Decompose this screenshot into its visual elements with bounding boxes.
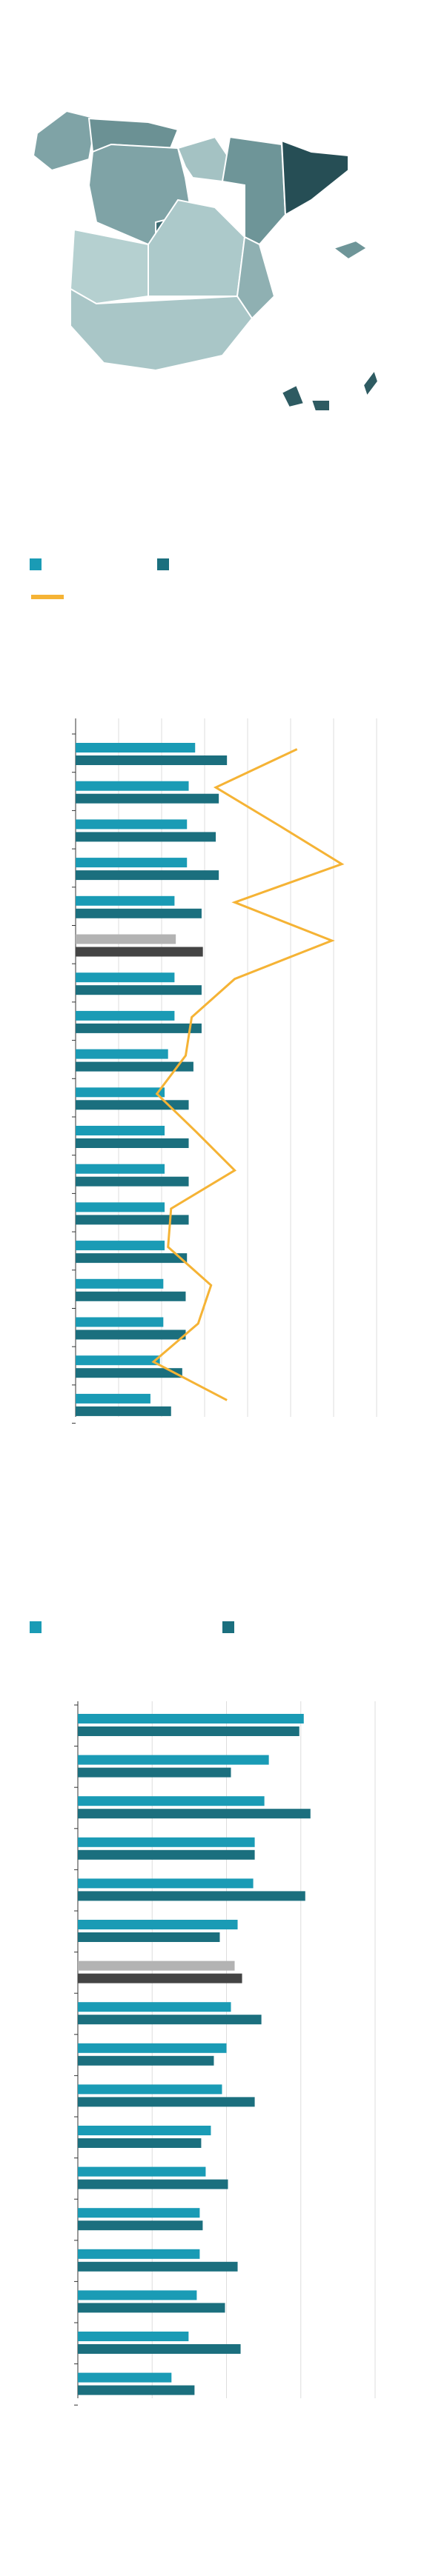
bar — [76, 1087, 165, 1098]
bar — [78, 2303, 225, 2313]
bar — [78, 1920, 238, 1929]
bar — [78, 2372, 172, 2383]
bar — [76, 1329, 186, 1340]
region — [236, 236, 276, 320]
bar — [78, 1849, 255, 1860]
bar — [78, 1714, 304, 1724]
bar — [78, 2179, 228, 2189]
bar — [78, 2208, 200, 2218]
line — [151, 748, 345, 1401]
bar — [78, 1726, 299, 1736]
legend-swatch — [222, 1621, 234, 1633]
bar — [76, 1023, 202, 1033]
bar — [78, 1837, 255, 1847]
bar — [76, 1061, 193, 1072]
bar — [76, 819, 188, 830]
bar — [76, 1176, 189, 1187]
bar — [78, 1932, 220, 1942]
bar — [76, 1126, 165, 1135]
bar — [76, 1368, 182, 1378]
bar — [76, 934, 176, 944]
bar — [76, 1291, 186, 1301]
bar — [76, 1049, 168, 1059]
bar — [78, 1767, 231, 1778]
bar — [76, 1406, 171, 1416]
bar — [78, 2332, 189, 2341]
legend-swatch — [30, 1621, 42, 1633]
region — [32, 110, 98, 172]
bar — [76, 1138, 189, 1148]
bar — [76, 1355, 160, 1366]
bar — [76, 1010, 175, 1021]
islands — [362, 368, 380, 398]
bar — [76, 947, 203, 957]
bar — [78, 1796, 265, 1806]
bar — [78, 1809, 311, 1819]
bar — [76, 1317, 164, 1327]
region — [280, 139, 349, 216]
bar — [78, 2385, 195, 2395]
bar — [76, 781, 189, 791]
bar — [78, 2097, 255, 2107]
bar — [78, 2166, 206, 2177]
bar — [78, 2344, 241, 2354]
legend-swatch — [30, 558, 42, 570]
bar — [78, 2084, 222, 2095]
bar — [78, 2138, 202, 2148]
bar — [78, 1973, 242, 1983]
bar — [78, 1755, 269, 1765]
bar — [76, 1215, 189, 1225]
bar — [76, 1100, 189, 1110]
bar — [76, 1393, 150, 1404]
bar — [78, 2290, 197, 2300]
bar — [76, 870, 219, 881]
bar — [78, 2015, 262, 2025]
bar — [76, 1253, 188, 1264]
bar — [76, 743, 196, 753]
bar — [76, 858, 188, 868]
bar — [76, 895, 175, 906]
bar — [76, 1278, 164, 1289]
islands — [331, 239, 368, 261]
bar — [76, 985, 202, 995]
map — [32, 110, 380, 412]
bar — [78, 1891, 305, 1901]
bar — [76, 1241, 165, 1251]
bar — [76, 793, 219, 804]
bar — [78, 2055, 214, 2066]
region — [69, 228, 149, 305]
bar — [78, 1878, 254, 1889]
bar — [78, 2261, 238, 2272]
bar — [78, 2043, 227, 2053]
bar — [78, 2249, 200, 2259]
bar — [76, 1202, 165, 1212]
bar — [78, 2126, 211, 2135]
bar — [76, 908, 202, 918]
bar — [76, 972, 175, 983]
islands — [310, 399, 331, 412]
bar — [78, 2002, 231, 2012]
region — [70, 287, 254, 372]
bar — [78, 2220, 203, 2231]
legend-swatch — [157, 558, 169, 570]
region — [176, 136, 231, 183]
bar — [76, 755, 228, 765]
bar — [76, 1164, 165, 1174]
islands — [280, 384, 305, 409]
bar — [78, 1961, 235, 1971]
bar — [76, 832, 216, 842]
